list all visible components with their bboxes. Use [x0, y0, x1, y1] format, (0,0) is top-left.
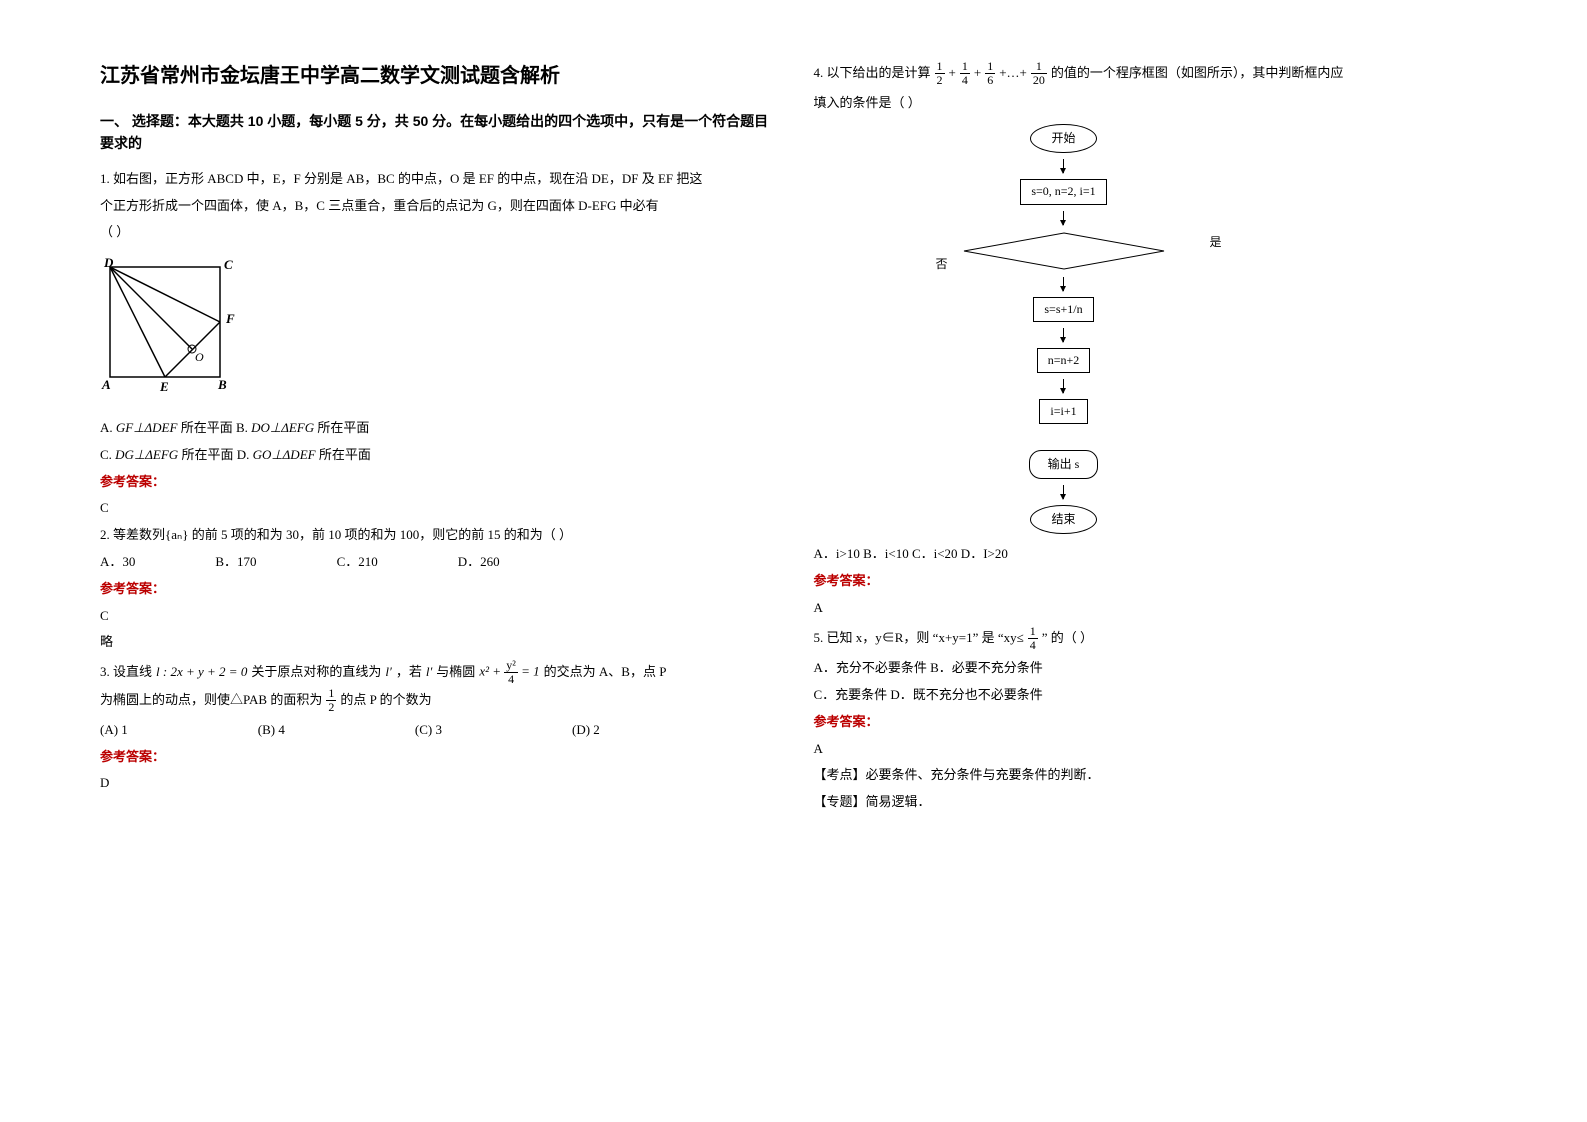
- q3-A: (A) 1: [100, 720, 128, 741]
- q2-ans: C: [100, 606, 774, 627]
- arrow-icon: [1063, 328, 1064, 342]
- q3-ans: D: [100, 773, 774, 794]
- flow-init: s=0, n=2, i=1: [1020, 179, 1106, 204]
- svg-text:C: C: [224, 257, 233, 272]
- flow-start: 开始: [1030, 124, 1096, 153]
- q2-opts: A．30 B．170 C．210 D．260: [100, 552, 774, 573]
- q1-ans: C: [100, 498, 774, 519]
- q5-text: 5. 已知 x，y∈R，则 “x+y=1” 是 “xy≤ 14 ” 的（ ）: [814, 625, 1488, 652]
- svg-text:E: E: [159, 379, 169, 394]
- flow-no-label: 否: [936, 255, 948, 274]
- arrow-icon: [1063, 485, 1064, 499]
- q3-ellipse: x² + y²4 = 1: [479, 659, 539, 686]
- q3-C: (C) 3: [415, 720, 442, 741]
- q2-B: B．170: [215, 552, 256, 573]
- q5-ans-label: 参考答案：: [814, 712, 1488, 733]
- q2-D: D．260: [458, 552, 500, 573]
- svg-text:F: F: [225, 311, 235, 326]
- q3-line2: 为椭圆上的动点，则使△PAB 的面积为 12 的点 P 的个数为: [100, 687, 774, 714]
- flow-step2: n=n+2: [1037, 348, 1091, 373]
- q2-note: 略: [100, 632, 774, 653]
- left-column: 江苏省常州市金坛唐王中学高二数学文测试题含解析 一、 选择题：本大题共 10 小…: [100, 60, 774, 819]
- flowchart: 开始 s=0, n=2, i=1 是 否 s=s+1/n n=n+2 i=i+1…: [934, 124, 1194, 534]
- page: 江苏省常州市金坛唐王中学高二数学文测试题含解析 一、 选择题：本大题共 10 小…: [0, 0, 1587, 879]
- q1-paren: （ ）: [100, 222, 774, 243]
- flow-end: 结束: [1030, 505, 1096, 534]
- q1-opt-cd: C. DG⊥ΔEFG 所在平面 D. GO⊥ΔDEF 所在平面: [100, 445, 774, 466]
- arrow-icon: [1063, 277, 1064, 291]
- arrow-icon: [1063, 379, 1064, 393]
- q4-line2: 填入的条件是（ ）: [814, 93, 1488, 114]
- svg-text:B: B: [217, 377, 227, 392]
- q1-figure: D C A B E F O: [100, 257, 240, 397]
- q3-line1: 3. 设直线 l : 2x + y + 2 = 0 关于原点对称的直线为 l′ …: [100, 659, 774, 686]
- q1-text1: 1. 如右图，正方形 ABCD 中，E，F 分别是 AB，BC 的中点，O 是 …: [100, 169, 774, 190]
- q5-optAB: A．充分不必要条件 B．必要不充分条件: [814, 658, 1488, 679]
- q4-line1: 4. 以下给出的是计算 12 + 14 + 16 +…+ 120 的值的一个程序…: [814, 60, 1488, 87]
- q2-C: C．210: [337, 552, 378, 573]
- q3-opts: (A) 1 (B) 4 (C) 3 (D) 2: [100, 720, 774, 741]
- svg-text:D: D: [103, 257, 114, 270]
- q4-ans: A: [814, 598, 1488, 619]
- q5-zt: 【专题】简易逻辑．: [814, 792, 1488, 813]
- q1-opt-ab: A. GF⊥ΔDEF 所在平面 B. DO⊥ΔEFG 所在平面: [100, 418, 774, 439]
- q2-ans-label: 参考答案：: [100, 579, 774, 600]
- svg-text:O: O: [195, 350, 204, 364]
- q3-half: 12: [326, 687, 336, 714]
- flow-output: 输出 s: [1029, 450, 1099, 479]
- q3-D: (D) 2: [572, 720, 600, 741]
- section-heading: 一、 选择题：本大题共 10 小题，每小题 5 分，共 50 分。在每小题给出的…: [100, 110, 774, 155]
- q2-text: 2. 等差数列{aₙ} 的前 5 项的和为 30，前 10 项的和为 100，则…: [100, 525, 774, 546]
- q3-ans-label: 参考答案：: [100, 747, 774, 768]
- flow-decision: 是 否: [934, 231, 1194, 271]
- right-column: 4. 以下给出的是计算 12 + 14 + 16 +…+ 120 的值的一个程序…: [814, 60, 1488, 819]
- svg-text:A: A: [101, 377, 111, 392]
- arrow-icon: [1063, 211, 1064, 225]
- q1-ans-label: 参考答案：: [100, 472, 774, 493]
- flow-step3: i=i+1: [1039, 399, 1087, 424]
- q3-B: (B) 4: [258, 720, 285, 741]
- flow-yes-label: 是: [1209, 233, 1221, 252]
- q5-optCD: C．充要条件 D．既不充分也不必要条件: [814, 685, 1488, 706]
- page-title: 江苏省常州市金坛唐王中学高二数学文测试题含解析: [100, 60, 774, 92]
- flow-step1: s=s+1/n: [1033, 297, 1093, 322]
- q4-ans-label: 参考答案：: [814, 571, 1488, 592]
- arrow-icon: [1063, 159, 1064, 173]
- q5-ans: A: [814, 739, 1488, 760]
- q5-kd: 【考点】必要条件、充分条件与充要条件的判断．: [814, 765, 1488, 786]
- q1-text2: 个正方形折成一个四面体，使 A，B，C 三点重合，重合后的点记为 G，则在四面体…: [100, 196, 774, 217]
- q4-opts: A．i>10 B．i<10 C．i<20 D．I>20: [814, 544, 1488, 565]
- diamond-icon: [954, 231, 1174, 271]
- q2-A: A．30: [100, 552, 135, 573]
